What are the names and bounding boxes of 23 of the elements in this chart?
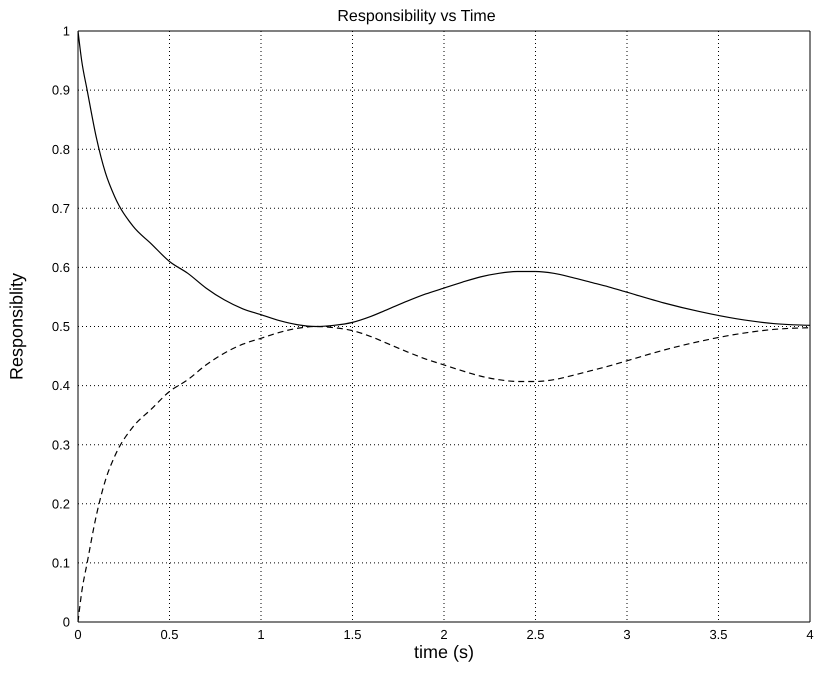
- y-tick-label: 0.4: [52, 378, 70, 394]
- y-tick-label: 1: [62, 24, 70, 39]
- x-tick-label: 3.5: [709, 627, 728, 642]
- x-tick-label: 3: [623, 627, 631, 642]
- x-tick-label: 2: [440, 627, 448, 642]
- x-tick-label: 1: [257, 627, 265, 642]
- x-tick-label: 4: [806, 627, 814, 642]
- y-tick-label: 0.5: [52, 319, 70, 334]
- x-tick-label: 0: [74, 627, 82, 642]
- y-tick-label: 0: [62, 614, 70, 630]
- x-tick-label: 2.5: [526, 627, 545, 642]
- y-tick-label: 0.1: [52, 556, 70, 571]
- y-axis-title: Responsiblity: [6, 272, 26, 380]
- x-tick-label: 1.5: [343, 627, 362, 642]
- y-tick-label: 0.3: [52, 437, 70, 452]
- y-tick-label: 0.2: [52, 496, 70, 512]
- y-tick-label: 0.9: [52, 82, 70, 98]
- y-tick-label: 0.6: [52, 260, 70, 276]
- x-tick-label: 0.5: [160, 627, 179, 642]
- x-axis-title: time (s): [414, 642, 474, 662]
- y-tick-label: 0.7: [52, 200, 70, 216]
- chart-title: Responsibility vs Time: [337, 8, 496, 25]
- y-tick-label: 0.8: [52, 142, 70, 157]
